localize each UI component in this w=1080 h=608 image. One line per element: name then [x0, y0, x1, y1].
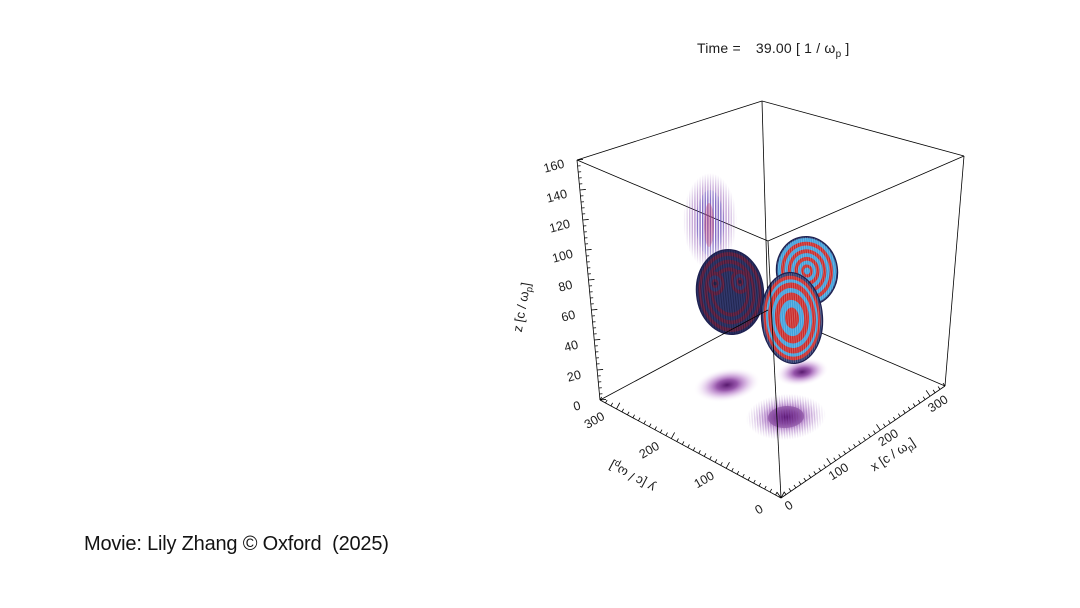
edge-x-axis: [780, 385, 946, 499]
svg-text:100: 100: [692, 469, 717, 492]
svg-text:20: 20: [566, 368, 583, 385]
edge-vertical-right: [944, 155, 965, 387]
y-axis-label: y [c / ωp]: [606, 456, 659, 495]
z-axis-ticks: 0 20 40 60 80 100 120 140 160: [542, 157, 607, 414]
svg-text:80: 80: [557, 278, 574, 295]
svg-text:300: 300: [582, 409, 607, 432]
svg-text:200: 200: [637, 439, 662, 462]
edge-top-back-right: [761, 100, 965, 157]
svg-text:60: 60: [560, 308, 577, 325]
credit-caption: Movie: Lily Zhang © Oxford (2025): [84, 533, 389, 555]
svg-text:40: 40: [563, 338, 580, 355]
wall-projection-blob: [683, 173, 737, 269]
svg-text:0: 0: [572, 398, 582, 413]
floor-projection-blobs: [693, 357, 829, 441]
plot-box-edges-front: [599, 240, 782, 499]
time-units-sub: p: [835, 48, 842, 60]
z-axis-label: z [c / ωp]: [510, 281, 536, 334]
time-units: [ 1 / ω: [791, 40, 836, 56]
floor-blob-right: [775, 357, 829, 387]
svg-text:160: 160: [542, 157, 566, 176]
edge-bottom-back-left: [599, 309, 769, 401]
laser-disc-left: [695, 248, 765, 336]
floor-blob-left: [693, 367, 761, 403]
edge-vertical-front: [767, 240, 782, 499]
time-value: 39.00: [755, 40, 792, 56]
edge-top-back-left: [576, 100, 763, 161]
svg-text:100: 100: [826, 460, 851, 483]
edge-top-front-left: [576, 159, 769, 242]
floor-blob-center: [746, 393, 826, 441]
edge-y-axis: [599, 399, 782, 499]
svg-text:0: 0: [782, 498, 795, 514]
svg-text:120: 120: [548, 217, 572, 236]
svg-text:300: 300: [925, 392, 950, 415]
edge-vertical-back: [761, 100, 769, 311]
svg-text:100: 100: [551, 247, 575, 266]
laser-pulse-discs: [695, 235, 839, 365]
laser-disc-front-right: [760, 271, 824, 365]
plot-title: Time = 39.00 [ 1 / ωp ]: [697, 40, 850, 60]
time-units-post: ]: [841, 40, 850, 56]
svg-text:0: 0: [752, 502, 765, 518]
time-label: Time =: [697, 40, 741, 56]
svg-text:140: 140: [545, 187, 569, 206]
edge-top-front-right: [767, 155, 965, 242]
